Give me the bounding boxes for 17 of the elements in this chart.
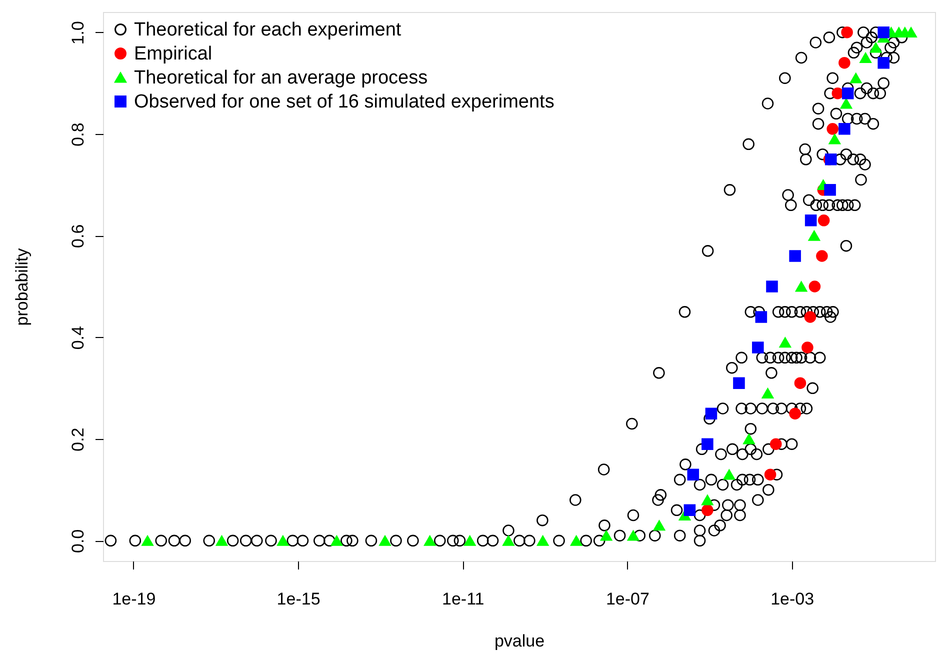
y-tick-label: 0.0	[68, 529, 88, 553]
legend-label: Observed for one set of 16 simulated experiments	[134, 92, 554, 112]
x-tick-label: 1e-07	[606, 590, 650, 608]
x-tick-label: 1e-11	[442, 590, 484, 608]
y-axis-title: probability	[12, 248, 32, 326]
x-axis-title: pvalue	[494, 632, 545, 650]
x-tick-label: 1e-19	[112, 590, 156, 608]
y-tick-label: 0.2	[68, 428, 88, 452]
x-tick-label: 1e-15	[276, 590, 320, 608]
legend-label: Theoretical for an average process	[134, 68, 428, 88]
y-tick-label: 1.0	[68, 21, 88, 45]
legend-label: Empirical	[134, 44, 212, 64]
legend-label: Theoretical for each experiment	[134, 20, 402, 40]
y-tick-label: 0.8	[68, 122, 88, 146]
x-tick-label: 1e-03	[770, 590, 814, 608]
y-tick-label: 0.6	[68, 224, 88, 248]
y-tick-label: 0.4	[68, 326, 88, 350]
